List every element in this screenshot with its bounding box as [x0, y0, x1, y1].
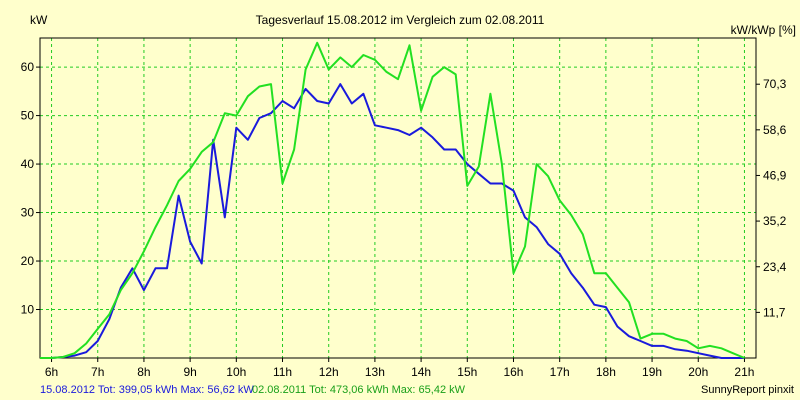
x-tick-label-7: 13h [365, 365, 385, 379]
y-axis-right-label: kW/kWp [%] [731, 23, 796, 37]
y-right-tick-label-5: 70,3 [763, 77, 787, 91]
y-left-tick-label-3: 40 [21, 157, 35, 171]
y-axis-left-label: kW [30, 13, 48, 27]
x-tick-label-10: 16h [503, 365, 523, 379]
x-tick-label-15: 21h [734, 365, 754, 379]
grid-lines [40, 38, 756, 358]
footer-source: SunnyReport pinxit [701, 384, 794, 396]
y-axis-right-ticks: 11,7 23,4 35,2 46,9 58,6 70,3 [756, 77, 787, 319]
y-left-tick-label-0: 10 [21, 303, 35, 317]
x-tick-label-14: 20h [688, 365, 708, 379]
y-left-tick-label-4: 50 [21, 109, 35, 123]
x-tick-label-11: 17h [550, 365, 570, 379]
x-tick-label-2: 8h [137, 365, 150, 379]
y-right-tick-label-4: 58,6 [763, 123, 787, 137]
y-left-tick-label-1: 20 [21, 254, 35, 268]
y-right-tick-label-0: 11,7 [763, 305, 786, 319]
x-tick-label-1: 7h [91, 365, 104, 379]
x-tick-label-6: 12h [319, 365, 339, 379]
y-left-tick-label-2: 30 [21, 206, 35, 220]
footer-series-2: 02.08.2011 Tot: 473,06 kWh Max: 65,42 kW [252, 384, 466, 396]
y-right-tick-label-3: 46,9 [763, 168, 787, 182]
y-right-tick-label-2: 35,2 [763, 214, 787, 228]
x-axis-ticks: 6h 7h 8h 9h 10h 11h 12h 13h 14h 15h 16h 17h 18h 19h 20… [45, 358, 754, 379]
y-axis-left-ticks: 10 20 30 40 50 60 [21, 60, 40, 317]
x-tick-label-0: 6h [45, 365, 58, 379]
x-tick-label-13: 19h [642, 365, 662, 379]
x-tick-label-9: 15h [457, 365, 477, 379]
x-tick-label-4: 10h [226, 365, 246, 379]
series-line-1 [40, 83, 745, 359]
y-left-tick-label-5: 60 [21, 60, 35, 74]
x-tick-label-3: 9h [183, 365, 196, 379]
x-tick-label-12: 18h [596, 365, 616, 379]
plot-frame [39, 37, 757, 359]
x-tick-label-5: 11h [273, 365, 292, 379]
series-layer [40, 41, 745, 359]
series-line-2 [40, 41, 745, 359]
y-right-tick-label-1: 23,4 [763, 260, 787, 274]
footer-series-1: 15.08.2012 Tot: 399,05 kWh Max: 56,62 kW [40, 384, 254, 396]
chart-title: Tagesverlauf 15.08.2012 im Vergleich zum… [256, 13, 545, 27]
x-tick-label-8: 14h [411, 365, 431, 379]
